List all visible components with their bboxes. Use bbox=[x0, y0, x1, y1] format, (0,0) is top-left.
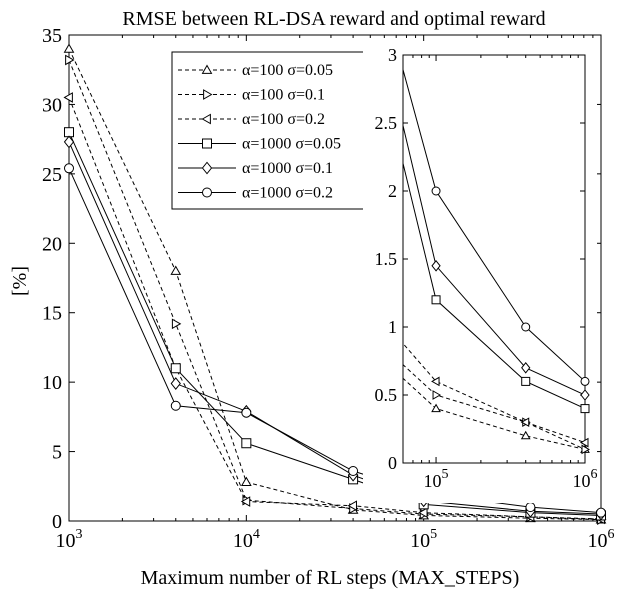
x-tick-label: 103 bbox=[56, 527, 83, 552]
data-point bbox=[596, 507, 606, 518]
legend-label: α=100 σ=0.05 bbox=[242, 62, 333, 79]
data-point bbox=[241, 438, 252, 449]
inset-y-tick-label: 1.5 bbox=[375, 249, 398, 269]
data-point bbox=[241, 407, 252, 418]
inset-data-point bbox=[431, 403, 441, 413]
inset-data-point bbox=[521, 361, 531, 374]
data-point bbox=[171, 318, 182, 330]
inset-series-2 bbox=[403, 342, 589, 448]
inset-data-point bbox=[521, 322, 531, 332]
inset-data-point bbox=[580, 404, 590, 414]
data-point bbox=[64, 127, 74, 138]
y-axis-label: [%] bbox=[9, 266, 31, 296]
y-tick-label: 10 bbox=[42, 372, 62, 394]
inset-series-line bbox=[403, 123, 585, 396]
legend-marker bbox=[201, 161, 213, 175]
inset-series-4 bbox=[403, 123, 590, 401]
legend-label: α=1000 σ=0.1 bbox=[242, 160, 333, 177]
legend: α=100 σ=0.05 α=100 σ=0.1 α=100 σ=0.2 α=1000… bbox=[171, 51, 375, 210]
data-point bbox=[347, 500, 357, 512]
inset-y-tick-label: 3 bbox=[388, 45, 397, 65]
legend-label: α=1000 σ=0.2 bbox=[242, 185, 333, 202]
main-plot-frame bbox=[68, 34, 602, 522]
series-5 bbox=[64, 163, 606, 518]
inset-data-point bbox=[580, 389, 590, 401]
inset-data-point bbox=[580, 376, 590, 386]
inset-data-point bbox=[520, 417, 530, 428]
inset-frame bbox=[402, 54, 586, 464]
inset-series-line bbox=[403, 377, 585, 450]
inset-series-5 bbox=[403, 67, 590, 386]
y-tick-label: 35 bbox=[42, 25, 62, 47]
x-tick-label: 106 bbox=[588, 527, 615, 552]
data-point bbox=[348, 466, 359, 477]
data-point bbox=[170, 363, 181, 374]
legend-marker bbox=[201, 64, 213, 74]
inset-x-tick-label: 105 bbox=[424, 467, 449, 491]
x-tick-label: 104 bbox=[233, 527, 260, 552]
inset-data-point bbox=[432, 390, 442, 400]
y-tick-label: 5 bbox=[52, 442, 62, 464]
chart-title: RMSE between RL-DSA reward and optimal r… bbox=[122, 8, 545, 30]
legend-box bbox=[171, 51, 375, 210]
data-point bbox=[525, 502, 536, 513]
inset-series-line bbox=[403, 161, 585, 410]
inset-data-point bbox=[431, 295, 441, 305]
inset-series-line bbox=[403, 67, 585, 382]
inset-data-point bbox=[431, 186, 441, 196]
inset-data-point bbox=[520, 430, 531, 440]
data-point bbox=[65, 54, 75, 66]
data-point bbox=[240, 476, 252, 486]
inset-y-tick-label: 0.5 bbox=[375, 385, 398, 405]
legend-marker bbox=[202, 187, 212, 198]
inset-series-line bbox=[403, 342, 585, 444]
data-point bbox=[170, 400, 181, 411]
y-tick-label: 25 bbox=[42, 164, 62, 186]
data-point bbox=[418, 507, 428, 519]
legend-marker bbox=[201, 113, 211, 125]
legend-label: α=100 σ=0.1 bbox=[242, 87, 325, 104]
inset-series-3 bbox=[403, 161, 590, 414]
inset-y-tick-label: 2.5 bbox=[375, 113, 398, 133]
inset-data-point bbox=[521, 376, 531, 386]
data-point bbox=[64, 163, 74, 174]
y-tick-label: 0 bbox=[52, 511, 62, 533]
inset-data bbox=[403, 67, 591, 455]
inset-data-point bbox=[431, 376, 440, 387]
inset-series-line bbox=[403, 363, 585, 450]
y-tick-label: 20 bbox=[42, 233, 62, 255]
inset-y-tick-label: 1 bbox=[388, 317, 397, 337]
y-tick-label: 15 bbox=[42, 303, 62, 325]
y-tick-label: 30 bbox=[42, 94, 62, 116]
x-tick-label: 105 bbox=[410, 527, 437, 552]
data-point bbox=[170, 265, 182, 275]
inset-x-tick-label: 106 bbox=[573, 467, 598, 491]
inset-data-point bbox=[581, 444, 591, 455]
x-axis-label: Maximum number of RL steps (MAX_STEPS) bbox=[141, 567, 520, 589]
data-point bbox=[240, 496, 251, 507]
legend-label: α=100 σ=0.2 bbox=[242, 111, 325, 128]
data-point bbox=[63, 43, 75, 53]
inset-data-point bbox=[579, 437, 589, 448]
main-plot-area bbox=[63, 43, 607, 525]
data-point bbox=[63, 92, 73, 103]
legend-label: α=1000 σ=0.05 bbox=[242, 136, 341, 153]
inset-y-tick-label: 2 bbox=[388, 181, 397, 201]
inset-y-tick-label: 0 bbox=[388, 453, 397, 473]
legend-marker bbox=[203, 89, 213, 100]
inset-plot: 0 0.5 1 1.5 2 2.5 3 105 106 bbox=[363, 43, 598, 503]
inset-data-point bbox=[431, 259, 441, 272]
data-point bbox=[170, 377, 181, 390]
data-point bbox=[63, 135, 75, 149]
legend-marker bbox=[202, 138, 212, 149]
